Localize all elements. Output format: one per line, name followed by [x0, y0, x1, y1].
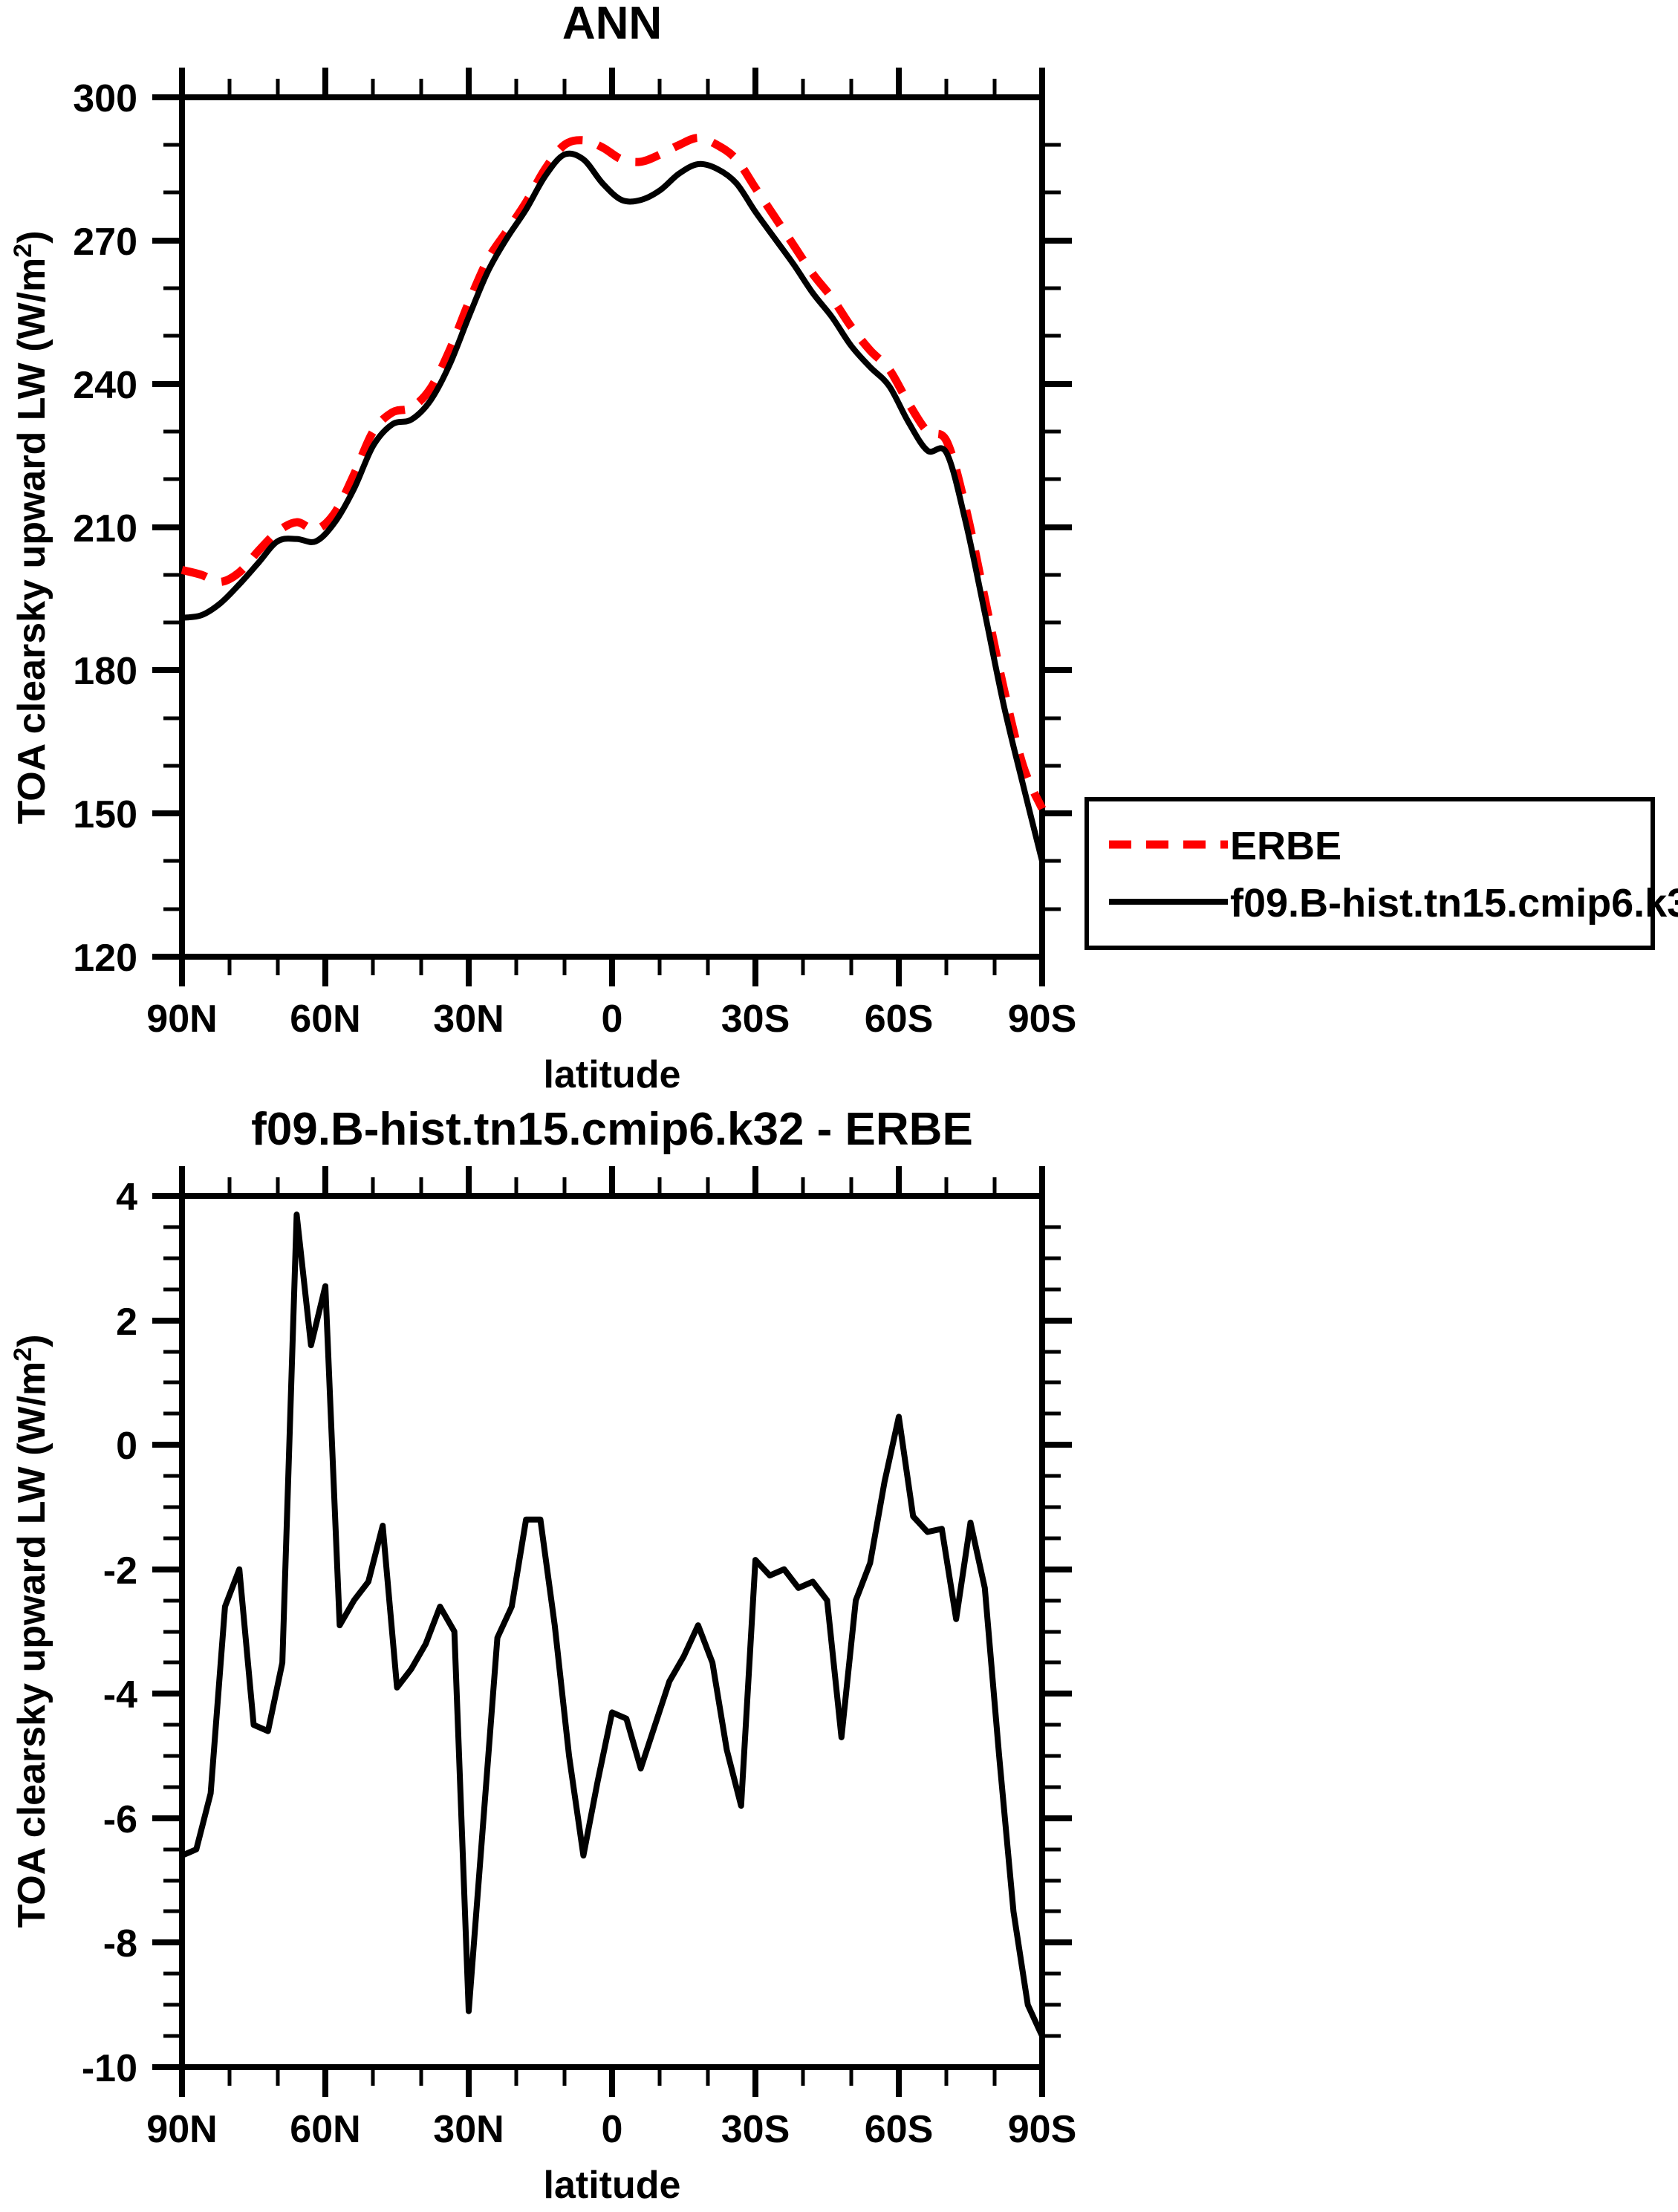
top-plot-frame — [179, 94, 1045, 960]
bottom-xtick-4: 30S — [721, 2108, 790, 2151]
bottom-xtick-0: 90N — [146, 2108, 217, 2151]
bottom-panel: f09.B-hist.tn15.cmip6.k32 - ERBE TOA cle… — [9, 1104, 1076, 2207]
bottom-ytick-7: -10 — [82, 2047, 137, 2090]
bottom-ytick-6: -8 — [103, 1922, 137, 1965]
top-xtick-2: 30N — [433, 998, 504, 1041]
legend-box — [1084, 797, 1655, 950]
top-panel-title: ANN — [562, 0, 662, 49]
legend-label-model: f09.B-hist.tn15.cmip6.k32 — [1230, 881, 1678, 926]
top-y-minor-ticks — [163, 143, 182, 911]
top-panel-xlabel: latitude — [544, 1053, 681, 1096]
svg-text:TOA clearsky upward LW (W/m2): TOA clearsky upward LW (W/m2) — [9, 1334, 53, 1928]
top-xtick-5: 60S — [865, 998, 934, 1041]
bottom-ytick-5: -6 — [103, 1798, 137, 1841]
bottom-x-major-ticks — [179, 1166, 1045, 2097]
bottom-ylabel-sup: 2 — [9, 1347, 37, 1362]
top-xtick-4: 30S — [721, 998, 790, 1041]
top-y-major-ticks — [152, 94, 182, 960]
top-ytick-3: 210 — [73, 507, 137, 550]
bottom-ytick-4: -4 — [103, 1673, 137, 1717]
bottom-panel-xlabel: latitude — [544, 2164, 681, 2207]
svg-text:TOA clearsky upward LW (W/m2): TOA clearsky upward LW (W/m2) — [9, 230, 53, 824]
bottom-x-minor-ticks — [227, 1177, 997, 2086]
bottom-xtick-1: 60N — [290, 2108, 360, 2151]
bottom-xtick-3: 0 — [602, 2108, 623, 2151]
top-ytick-1: 270 — [73, 221, 137, 264]
bottom-xtick-5: 60S — [865, 2108, 934, 2151]
top-ylabel-tail: ) — [10, 230, 53, 243]
bottom-y-minor-ticks-right — [1042, 1225, 1061, 2038]
top-xtick-0: 90N — [146, 998, 217, 1041]
top-xtick-6: 90S — [1008, 998, 1077, 1041]
top-panel-ylabel: TOA clearsky upward LW (W/m2) — [9, 230, 53, 824]
top-ytick-2: 240 — [73, 364, 137, 407]
top-y-major-ticks-right — [1042, 238, 1072, 816]
top-ytick-0: 300 — [73, 77, 137, 120]
top-ylabel-main: TOA clearsky upward LW (W/m — [10, 258, 53, 824]
top-panel: ANN TOA clearsky upward LW (W/m2) — [9, 0, 1076, 1096]
bottom-ytick-0: 4 — [116, 1176, 137, 1219]
legend: ERBE f09.B-hist.tn15.cmip6.k32 — [1084, 797, 1678, 950]
bottom-xtick-2: 30N — [433, 2108, 504, 2151]
bottom-ytick-3: -2 — [103, 1549, 137, 1593]
top-x-minor-ticks — [227, 79, 997, 975]
top-y-tick-labels: 300 270 240 210 180 150 120 — [73, 77, 137, 980]
top-panel-series — [179, 134, 1047, 865]
top-ytick-5: 150 — [73, 793, 137, 836]
bottom-xtick-6: 90S — [1008, 2108, 1077, 2151]
bottom-panel-series — [179, 1211, 1045, 2040]
bottom-y-tick-labels: 4 2 0 -2 -4 -6 -8 -10 — [82, 1176, 137, 2090]
top-ytick-6: 120 — [73, 937, 137, 980]
series-line-model — [179, 150, 1045, 865]
legend-label-erbe: ERBE — [1230, 824, 1342, 868]
bottom-ytick-1: 2 — [116, 1301, 137, 1344]
bottom-y-major-ticks-right — [1042, 1318, 1072, 1945]
bottom-x-tick-labels: 90N 60N 30N 0 30S 60S 90S — [146, 2108, 1076, 2151]
bottom-ytick-2: 0 — [116, 1425, 137, 1468]
top-xtick-1: 60N — [290, 998, 360, 1041]
bottom-panel-ylabel: TOA clearsky upward LW (W/m2) — [9, 1334, 53, 1928]
bottom-ylabel-main: TOA clearsky upward LW (W/m — [10, 1362, 53, 1928]
top-y-minor-ticks-right — [1042, 143, 1061, 911]
top-ytick-4: 180 — [73, 650, 137, 693]
top-x-tick-labels: 90N 60N 30N 0 30S 60S 90S — [146, 998, 1076, 1041]
series-line-difference — [179, 1211, 1045, 2040]
bottom-y-major-ticks — [152, 1193, 182, 2070]
top-ylabel-sup: 2 — [9, 244, 37, 258]
top-xtick-3: 0 — [602, 998, 623, 1041]
series-line-erbe — [181, 134, 1047, 811]
bottom-ylabel-tail: ) — [10, 1334, 53, 1347]
bottom-panel-title: f09.B-hist.tn15.cmip6.k32 - ERBE — [251, 1104, 973, 1155]
top-x-major-ticks — [179, 68, 1045, 986]
bottom-y-minor-ticks — [163, 1225, 182, 2038]
